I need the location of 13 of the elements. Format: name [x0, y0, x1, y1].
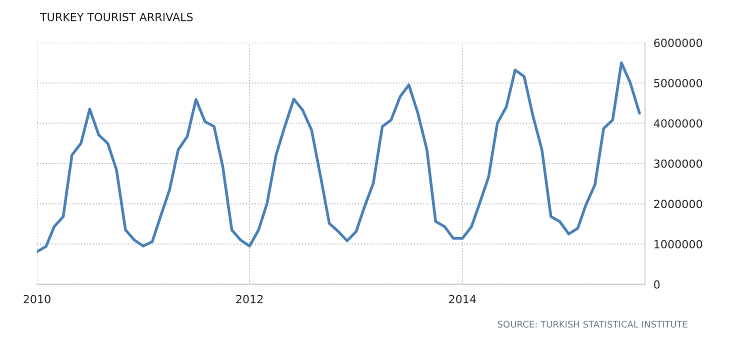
- x-tick-label: 2010: [24, 294, 50, 304]
- chart-title: TURKEY TOURIST ARRIVALS: [40, 12, 193, 22]
- line-series: [37, 61, 641, 254]
- y-tick-label: 4000000: [654, 119, 702, 128]
- y-tick-label: 2000000: [654, 200, 702, 208]
- x-tick-label: 2014: [449, 294, 476, 304]
- y-tick-label: 0: [654, 280, 660, 289]
- x-tick-label: 2012: [236, 294, 263, 304]
- y-tick-label: 5000000: [654, 78, 702, 88]
- y-tick-label: 1000000: [654, 240, 702, 248]
- source-note: SOURCE: TURKISH STATISTICAL INSTITUTE: [498, 320, 688, 328]
- y-tick-label: 3000000: [654, 159, 702, 168]
- y-tick-label: 6000000: [654, 38, 702, 48]
